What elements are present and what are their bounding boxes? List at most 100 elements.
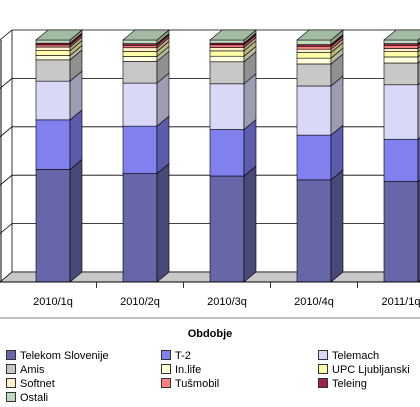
bar-segment <box>296 75 344 136</box>
bar-segment-front <box>122 45 158 49</box>
bar-segment-front <box>209 47 245 52</box>
bar-segment-front <box>35 55 71 61</box>
bar-segment-front <box>35 169 71 283</box>
legend-item: Telemach <box>318 350 379 363</box>
x-axis-title: Obdobje <box>188 328 233 340</box>
bar-segment-front <box>383 138 419 182</box>
legend-swatch <box>6 364 16 374</box>
legend-label: Ostali <box>20 392 49 404</box>
x-tick-label: 2010/1q <box>33 296 73 308</box>
bar-segment <box>122 162 170 283</box>
bar-segment-front <box>209 50 245 57</box>
bar-segment <box>296 124 344 181</box>
axis-layer: 2010/1q 2010/2q 2010/3q 2010/4q 2011/1q <box>0 40 420 319</box>
x-tick-label: 2010/3q <box>207 296 247 308</box>
bar-segment-front <box>35 50 71 56</box>
bar-segment-front <box>296 179 332 283</box>
bar-segment-front <box>122 173 158 283</box>
legend-item: T-2 <box>161 350 191 363</box>
legend-label: Teleing <box>332 378 367 390</box>
bar-segment-front <box>383 62 419 86</box>
bar-segment-front <box>383 84 419 140</box>
bar-segment-front <box>35 46 71 51</box>
legend-swatch <box>161 364 171 374</box>
bar-segment-front <box>35 80 71 121</box>
legend-swatch <box>6 378 16 388</box>
bar-segment <box>35 29 83 44</box>
bar-segment-front <box>209 55 245 63</box>
bar-segment-front <box>209 44 245 48</box>
bar-segment-front <box>35 44 71 48</box>
legend-label: Amis <box>20 364 45 376</box>
bar-segment <box>35 109 83 171</box>
legend-swatch <box>6 392 16 402</box>
legend-item: In.life <box>161 364 201 377</box>
legend-label: UPC Ljubljanski <box>332 364 410 376</box>
bar-segment-front <box>122 51 158 57</box>
x-tick-label: 2010/4q <box>294 296 334 308</box>
stacked-bar-chart: 2010/1q 2010/2q 2010/3q 2010/4q 2011/1q Obdo… <box>0 29 420 340</box>
bar-segment-front <box>122 125 158 174</box>
bar-segment <box>209 29 257 44</box>
bar-segment <box>122 29 170 45</box>
bar-segment <box>209 118 257 177</box>
bar-segment <box>383 137 420 183</box>
bar-top <box>122 29 170 41</box>
bar-segment-side <box>243 165 257 283</box>
bar-segment-front <box>383 51 419 58</box>
legend-swatch <box>6 350 16 360</box>
bar-segment-front <box>383 181 419 283</box>
bar-top <box>383 29 420 41</box>
legend-item: UPC Ljubljanski <box>318 364 410 377</box>
legend-item: Telekom Slovenije <box>6 350 109 363</box>
bar-segment <box>209 73 257 131</box>
bar-segment-front <box>296 45 332 50</box>
chart-legend: Telekom Slovenije T-2 Telemach Amis In.life U… <box>6 350 420 407</box>
legend-item: Tušmobil <box>161 378 219 391</box>
bar-segment-front <box>296 39 332 45</box>
bar-segment-front <box>209 39 245 44</box>
bar-segment-front <box>296 85 332 136</box>
legend-item: Ostali <box>6 392 48 405</box>
bar-segment-front <box>296 134 332 181</box>
bar-segment-front <box>296 57 332 65</box>
bar-segment <box>296 29 344 46</box>
bar-segment-side <box>69 158 83 283</box>
bar-top <box>209 29 257 41</box>
legend-label: In.life <box>175 364 202 376</box>
bar-segment-front <box>209 129 245 177</box>
bar-segment-side <box>156 162 170 283</box>
bar-segment-front <box>383 48 419 52</box>
bar-top <box>296 29 344 41</box>
legend-swatch <box>318 378 328 388</box>
bar-top <box>35 29 83 41</box>
legend-label: T-2 <box>175 350 191 362</box>
bar-segment <box>122 50 170 84</box>
legend-label: Telemach <box>332 350 380 362</box>
bar-segment-front <box>122 60 158 84</box>
bar-segment-front <box>209 61 245 85</box>
bar-segment-side <box>69 109 83 171</box>
bar-segment-front <box>122 47 158 52</box>
bar-segment-front <box>383 39 419 44</box>
bar-segment-front <box>35 39 71 44</box>
bar-segment-front <box>122 56 158 62</box>
legend-swatch <box>161 350 171 360</box>
x-tick-label: 2010/2q <box>120 296 160 308</box>
bar-segment-front <box>296 48 332 53</box>
bar-segment-front <box>35 119 71 170</box>
bar-segment-front <box>209 83 245 130</box>
legend-swatch <box>161 378 171 388</box>
bar-segment-front <box>122 82 158 127</box>
legend-item: Teleing <box>318 378 367 391</box>
bar-segment <box>35 49 83 82</box>
x-tick-label: 2011/1q <box>382 296 420 308</box>
bar-segment <box>296 169 344 283</box>
bar-segment-front <box>122 39 158 44</box>
bar-segment-front <box>35 59 71 82</box>
legend-swatch <box>318 364 328 374</box>
legend-label: Softnet <box>20 378 55 390</box>
legend-label: Telekom Slovenije <box>20 350 109 362</box>
legend-item: Softnet <box>6 378 55 391</box>
bar-segment <box>209 165 257 283</box>
